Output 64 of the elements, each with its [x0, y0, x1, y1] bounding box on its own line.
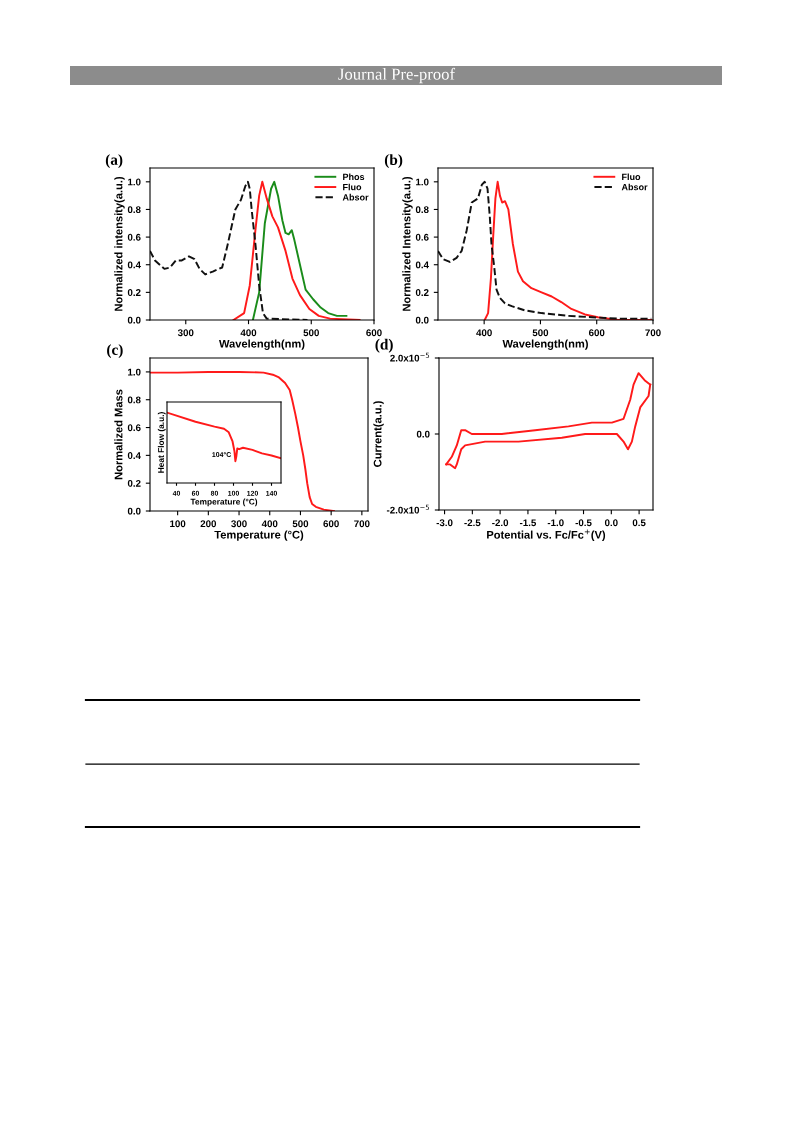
y-tick-label: 0.0	[416, 430, 430, 438]
x-tick-label: 500	[292, 520, 309, 528]
x-tick-label: 0.0	[604, 519, 618, 527]
y-axis-title: Heat Flow (a.u.)	[157, 412, 166, 473]
y-tick-label: 1.0	[416, 178, 429, 186]
x-tick-label: 500	[303, 329, 319, 337]
x-tick-label: -0.5	[575, 519, 592, 527]
y-axis-title: Normalized Mass	[114, 389, 123, 480]
x-axis-title: Temperature (°C)	[190, 498, 258, 507]
y-tick-label: 1.0	[128, 178, 141, 186]
y-tick-label: 0.0	[127, 316, 141, 324]
y-tick-label: 0.4	[127, 261, 141, 269]
x-tick-label: 500	[532, 329, 549, 337]
x-tick-label: 300	[177, 329, 194, 337]
x-axis-title: Wavelength(nm)	[502, 339, 588, 350]
chart-title: (c)	[107, 344, 123, 358]
x-tick-label: 400	[240, 329, 257, 337]
x-tick-label: -1.0	[547, 519, 564, 527]
y-tick-label: 0.4	[415, 261, 429, 269]
x-tick-label: 300	[231, 520, 247, 528]
legend-label: Absor	[342, 193, 369, 201]
y-tick-label: 0.2	[127, 289, 141, 296]
legend-label: Absor	[621, 183, 648, 191]
legend-label: Fluo	[343, 183, 362, 191]
x-tick-label: -2.0	[492, 519, 509, 527]
chart-title: (a)	[105, 154, 123, 168]
x-tick-label: 0.5	[632, 519, 646, 527]
y-axis-title: Normalized Intensity(a.u.)	[402, 176, 413, 311]
x-axis-title: Temperature (°C)	[214, 530, 304, 541]
y-tick-label: 0.8	[415, 206, 429, 214]
y-tick-label: 0.0	[127, 507, 141, 515]
y-tick-label: 0.6	[127, 424, 141, 432]
y-tick-label: 0.4	[127, 452, 141, 459]
y-tick-label: 0.6	[127, 233, 141, 241]
x-tick-label: -3.0	[436, 519, 453, 527]
x-tick-label: 400	[476, 329, 492, 337]
x-tick-label: 700	[645, 329, 661, 337]
x-axis-title: Wavelength(nm)	[219, 339, 305, 350]
text: Journal Pre-proof	[338, 67, 456, 84]
x-tick-label: -1.5	[519, 519, 537, 527]
x-tick-label: 100	[170, 520, 186, 528]
chart-title: (d)	[375, 338, 393, 353]
y-tick-label: 0.0	[415, 316, 429, 324]
x-axis-title: Potential vs. Fc/Fc$^{+}$(V)	[487, 529, 606, 541]
y-tick-label: 2.0x10$^{−5}$	[390, 352, 430, 362]
y-tick-label: 0.6	[415, 233, 429, 241]
legend-label: Phos	[343, 173, 365, 181]
y-tick-label: 0.8	[127, 206, 141, 214]
x-tick-label: 600	[366, 329, 382, 337]
y-axis-title: Current(a.u.)	[373, 401, 384, 467]
y-tick-label: 1.0	[128, 368, 141, 376]
y-tick-label: 0.8	[127, 396, 141, 404]
chart-title: (b)	[384, 154, 403, 168]
y-axis-title: Normalized intensity(a.u.)	[114, 176, 125, 311]
y-tick-label: 0.2	[127, 479, 141, 487]
x-tick-label: 200	[200, 520, 217, 528]
y-tick-label: -2.0x10$^{−5}$	[386, 504, 430, 514]
x-tick-label: 700	[354, 520, 370, 528]
x-tick-label: 600	[588, 329, 605, 337]
x-tick-label: -2.5	[464, 519, 481, 527]
legend-label: Fluo	[622, 173, 641, 181]
x-tick-label: 600	[323, 520, 339, 528]
x-tick-label: 400	[261, 520, 278, 528]
y-tick-label: 0.2	[415, 289, 429, 296]
